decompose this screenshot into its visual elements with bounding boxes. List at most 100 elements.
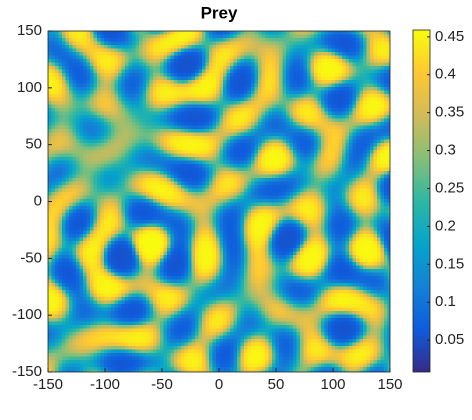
pattern-cell: [307, 150, 311, 154]
pattern-cell: [90, 139, 94, 144]
pattern-cell: [177, 167, 182, 172]
pattern-cell: [296, 122, 301, 126]
pattern-cell: [314, 97, 318, 102]
pattern-cell: [237, 129, 241, 133]
pattern-cell: [296, 150, 301, 154]
pattern-cell: [342, 55, 346, 60]
pattern-cell: [160, 41, 164, 46]
pattern-cell: [352, 52, 357, 56]
pattern-cell: [275, 157, 280, 161]
pattern-cell: [195, 59, 199, 63]
pattern-cell: [240, 125, 245, 130]
pattern-cell: [282, 48, 287, 53]
pattern-cell: [118, 157, 122, 161]
pattern-cell: [300, 104, 304, 109]
pattern-cell: [198, 87, 203, 91]
pattern-cell: [377, 59, 381, 63]
pattern-cell: [160, 90, 164, 95]
pattern-cell: [163, 122, 168, 126]
pattern-cell: [55, 164, 59, 168]
pattern-cell: [72, 104, 77, 109]
pattern-cell: [188, 52, 192, 56]
pattern-cell: [377, 101, 381, 105]
pattern-cell: [272, 146, 276, 151]
pattern-cell: [51, 97, 56, 102]
pattern-cell: [240, 146, 245, 151]
pattern-cell: [48, 139, 52, 144]
pattern-cell: [321, 55, 325, 60]
pattern-cell: [163, 111, 168, 116]
pattern-cell: [268, 115, 273, 119]
pattern-cell: [181, 90, 185, 95]
pattern-cell: [251, 69, 255, 74]
pattern-cell: [97, 125, 101, 130]
pattern-cell: [76, 90, 80, 95]
pattern-cell: [272, 192, 276, 196]
pattern-cell: [233, 160, 238, 165]
pattern-cell: [359, 111, 364, 116]
pattern-cell: [132, 73, 136, 77]
pattern-cell: [128, 132, 133, 137]
pattern-cell: [293, 108, 297, 112]
pattern-cell: [223, 202, 227, 207]
pattern-cell: [83, 185, 87, 189]
pattern-cell: [275, 94, 280, 98]
pattern-cell: [268, 34, 273, 39]
pattern-cell: [268, 62, 273, 67]
pattern-cell: [265, 153, 269, 158]
pattern-cell: [338, 206, 343, 210]
pattern-cell: [216, 122, 220, 126]
pattern-cell: [160, 157, 164, 161]
pattern-cell: [387, 125, 390, 130]
pattern-cell: [254, 164, 259, 168]
pattern-cell: [212, 69, 217, 74]
pattern-cell: [289, 174, 294, 179]
pattern-cell: [135, 41, 140, 46]
pattern-cell: [356, 31, 360, 35]
pattern-cell: [146, 115, 150, 119]
pattern-cell: [338, 174, 343, 179]
pattern-cell: [48, 125, 52, 130]
pattern-cell: [90, 76, 94, 81]
pattern-cell: [223, 111, 227, 116]
pattern-cell: [282, 87, 287, 91]
pattern-cell: [384, 171, 388, 175]
pattern-cell: [97, 41, 101, 46]
pattern-cell: [258, 146, 262, 151]
pattern-cell: [205, 41, 210, 46]
pattern-cell: [261, 94, 266, 98]
pattern-cell: [177, 45, 182, 49]
pattern-cell: [240, 83, 245, 88]
pattern-cell: [97, 104, 101, 109]
pattern-cell: [261, 132, 266, 137]
pattern-cell: [380, 38, 385, 42]
pattern-cell: [51, 31, 56, 35]
pattern-cell: [83, 76, 87, 81]
pattern-cell: [72, 111, 77, 116]
pattern-cell: [65, 199, 70, 203]
pattern-cell: [345, 34, 350, 39]
pattern-cell: [254, 48, 259, 53]
pattern-cell: [363, 104, 367, 109]
pattern-cell: [261, 129, 266, 133]
pattern-cell: [69, 202, 73, 207]
pattern-cell: [62, 136, 66, 140]
pattern-cell: [289, 139, 294, 144]
pattern-cell: [83, 192, 87, 196]
pattern-cell: [202, 55, 206, 60]
pattern-cell: [58, 185, 63, 189]
pattern-cell: [111, 45, 115, 49]
pattern-cell: [139, 90, 143, 95]
pattern-cell: [272, 206, 276, 210]
pattern-cell: [286, 31, 290, 35]
pattern-cell: [202, 195, 206, 200]
pattern-cell: [233, 80, 238, 84]
pattern-cell: [233, 55, 238, 60]
pattern-cell: [163, 139, 168, 144]
pattern-cell: [272, 38, 276, 42]
pattern-cell: [349, 136, 353, 140]
pattern-cell: [300, 115, 304, 119]
pattern-cell: [86, 167, 91, 172]
pattern-cell: [387, 143, 390, 147]
pattern-cell: [261, 55, 266, 60]
